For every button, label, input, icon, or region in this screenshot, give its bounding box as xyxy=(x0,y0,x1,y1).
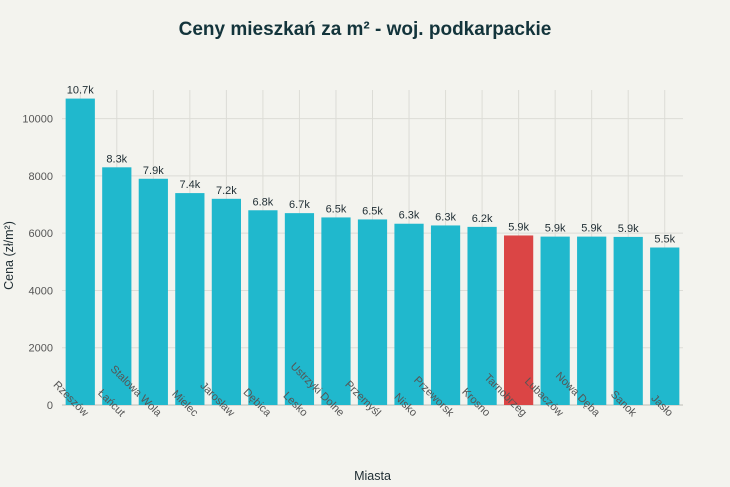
y-tick-label: 10000 xyxy=(22,114,53,126)
bar-value-label: 8.3k xyxy=(106,153,127,165)
bar-value-label: 5.9k xyxy=(618,223,639,235)
bar-value-label: 6.3k xyxy=(435,211,456,223)
bar-value-label: 6.5k xyxy=(362,205,383,217)
y-axis-title: Cena (zł/m²) xyxy=(2,221,16,290)
bar-value-label: 5.9k xyxy=(581,223,602,235)
bar xyxy=(577,236,607,405)
bar xyxy=(175,193,205,405)
bar-value-label: 10.7k xyxy=(67,85,94,97)
bar-value-label: 6.3k xyxy=(399,210,420,222)
bars xyxy=(65,98,680,405)
bar-value-label: 6.8k xyxy=(253,196,274,208)
bar xyxy=(138,178,168,405)
y-tick-label: 2000 xyxy=(29,343,53,355)
bar xyxy=(102,167,132,405)
bar xyxy=(430,225,461,405)
bar-value-label: 7.4k xyxy=(179,179,200,191)
chart-title: Ceny mieszkań za m² - woj. podkarpackie xyxy=(178,19,552,40)
bar xyxy=(650,247,680,405)
bar xyxy=(284,213,315,405)
bar xyxy=(211,198,241,405)
bar xyxy=(357,219,388,405)
bar xyxy=(248,210,278,405)
bar xyxy=(540,236,570,405)
bar xyxy=(613,236,643,405)
bar xyxy=(467,226,497,405)
bar xyxy=(65,98,95,405)
bar-value-label: 6.5k xyxy=(326,203,347,215)
y-tick-label: 6000 xyxy=(29,228,53,240)
y-tick-label: 0 xyxy=(47,400,53,412)
bar xyxy=(504,235,534,405)
bar xyxy=(394,223,424,405)
bar-value-label: 7.2k xyxy=(216,185,237,197)
bar-value-label: 5.5k xyxy=(654,234,675,246)
y-tick-label: 8000 xyxy=(29,171,53,183)
data-labels: 10.7k 8.3k 7.9k 7.4k 7.2k 6.8k 6.7k 6.5k 6.5k 6.3… xyxy=(67,85,676,246)
bar-value-label: 6.2k xyxy=(472,213,493,225)
y-axis-ticks: 0 2000 4000 6000 8000 10000 xyxy=(22,114,53,412)
y-tick-label: 4000 xyxy=(29,285,53,297)
x-axis-title: Miasta xyxy=(354,469,391,483)
bar-value-label: 5.9k xyxy=(545,223,566,235)
bar xyxy=(321,217,351,405)
bar-value-label: 7.9k xyxy=(143,165,164,177)
bar-value-label: 6.7k xyxy=(289,199,310,211)
bar-value-label: 5.9k xyxy=(508,221,529,233)
